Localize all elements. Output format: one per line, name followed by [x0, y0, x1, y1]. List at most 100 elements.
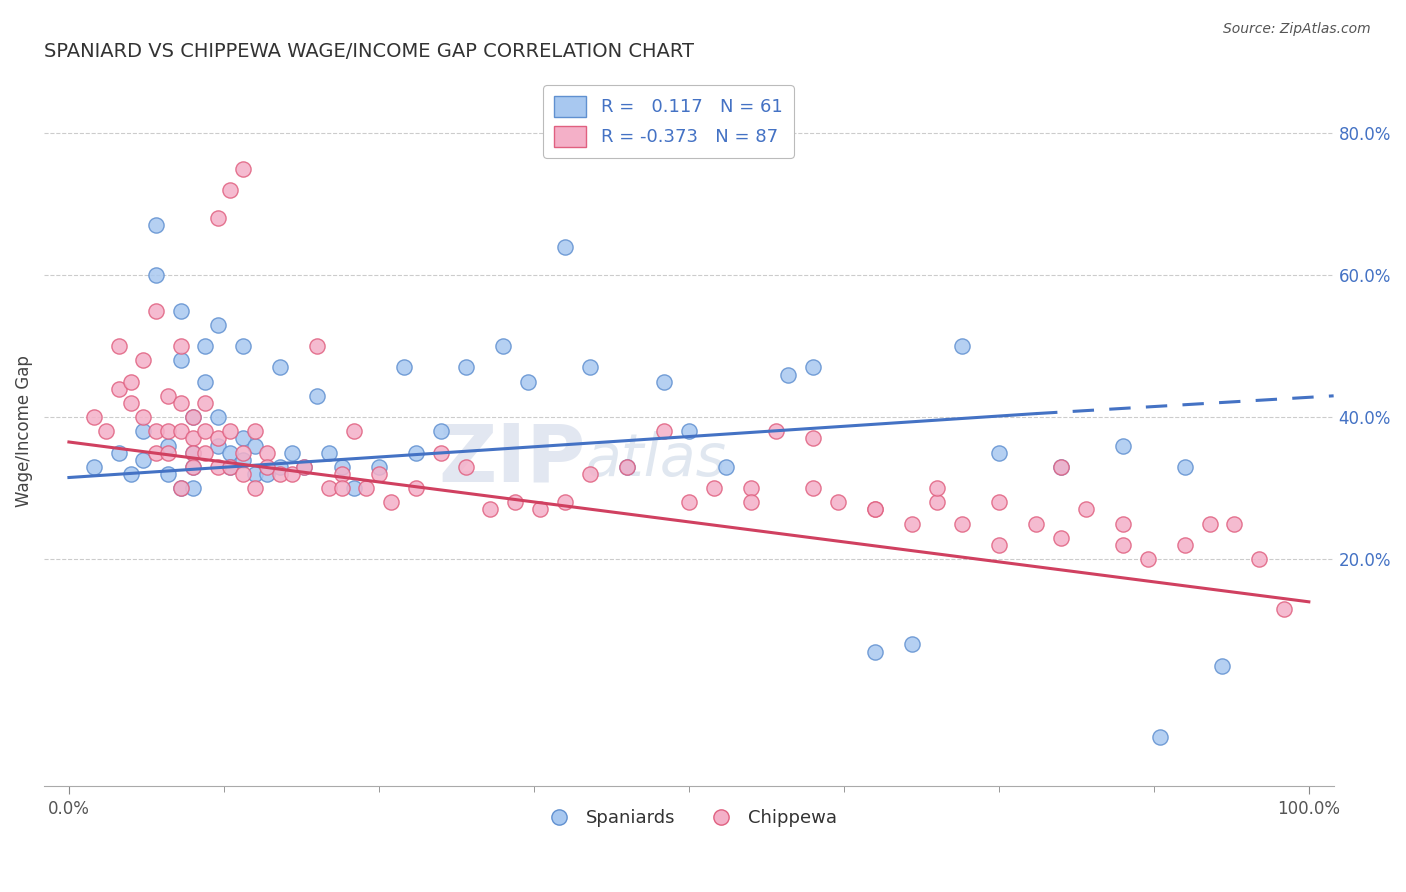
Legend: Spaniards, Chippewa: Spaniards, Chippewa — [534, 802, 844, 834]
Point — [207, 410, 229, 425]
Point — [120, 375, 142, 389]
Point — [181, 410, 204, 425]
Point — [1174, 459, 1197, 474]
Point — [343, 481, 366, 495]
Point — [294, 459, 316, 474]
Point — [281, 467, 304, 481]
Point — [430, 445, 453, 459]
Point — [1249, 552, 1271, 566]
Point — [294, 459, 316, 474]
Point — [194, 339, 217, 353]
Point — [145, 425, 167, 439]
Point — [950, 339, 973, 353]
Point — [330, 481, 353, 495]
Point — [194, 375, 217, 389]
Point — [231, 339, 253, 353]
Point — [987, 538, 1010, 552]
Point — [578, 467, 600, 481]
Point — [194, 396, 217, 410]
Point — [231, 452, 253, 467]
Point — [801, 360, 824, 375]
Point — [454, 459, 477, 474]
Point — [405, 481, 427, 495]
Text: ZIP: ZIP — [439, 421, 586, 499]
Point — [380, 495, 402, 509]
Point — [219, 183, 242, 197]
Point — [863, 502, 886, 516]
Point — [207, 432, 229, 446]
Point — [169, 425, 191, 439]
Point — [529, 502, 551, 516]
Point — [256, 459, 278, 474]
Point — [157, 445, 180, 459]
Point — [157, 438, 180, 452]
Point — [392, 360, 415, 375]
Point — [269, 360, 291, 375]
Point — [1074, 502, 1097, 516]
Point — [765, 425, 787, 439]
Point — [678, 495, 700, 509]
Point — [479, 502, 502, 516]
Point — [901, 637, 924, 651]
Point — [1272, 602, 1295, 616]
Point — [169, 396, 191, 410]
Point — [219, 459, 242, 474]
Point — [554, 240, 576, 254]
Point — [925, 481, 948, 495]
Point — [950, 516, 973, 531]
Point — [169, 481, 191, 495]
Point — [145, 303, 167, 318]
Point — [181, 445, 204, 459]
Point — [181, 459, 204, 474]
Point — [987, 445, 1010, 459]
Point — [219, 425, 242, 439]
Point — [305, 389, 328, 403]
Point — [703, 481, 725, 495]
Point — [801, 432, 824, 446]
Point — [207, 459, 229, 474]
Point — [83, 459, 105, 474]
Point — [578, 360, 600, 375]
Point — [430, 425, 453, 439]
Point — [269, 459, 291, 474]
Point — [231, 467, 253, 481]
Point — [269, 467, 291, 481]
Point — [863, 502, 886, 516]
Point — [256, 467, 278, 481]
Point — [1198, 516, 1220, 531]
Point — [356, 481, 378, 495]
Y-axis label: Wage/Income Gap: Wage/Income Gap — [15, 355, 32, 508]
Point — [616, 459, 638, 474]
Text: Source: ZipAtlas.com: Source: ZipAtlas.com — [1223, 22, 1371, 37]
Point — [194, 425, 217, 439]
Point — [169, 339, 191, 353]
Point — [157, 389, 180, 403]
Point — [231, 161, 253, 176]
Point — [181, 410, 204, 425]
Point — [330, 459, 353, 474]
Point — [492, 339, 515, 353]
Point — [405, 445, 427, 459]
Point — [1025, 516, 1047, 531]
Point — [801, 481, 824, 495]
Point — [194, 445, 217, 459]
Point — [987, 495, 1010, 509]
Point — [901, 516, 924, 531]
Point — [343, 425, 366, 439]
Point — [281, 445, 304, 459]
Point — [1149, 730, 1171, 744]
Point — [516, 375, 538, 389]
Point — [1174, 538, 1197, 552]
Point — [454, 360, 477, 375]
Point — [652, 375, 675, 389]
Point — [367, 459, 389, 474]
Point — [132, 353, 155, 368]
Point — [330, 467, 353, 481]
Point — [157, 425, 180, 439]
Point — [107, 445, 129, 459]
Point — [1211, 658, 1233, 673]
Point — [169, 353, 191, 368]
Point — [145, 219, 167, 233]
Point — [616, 459, 638, 474]
Point — [863, 644, 886, 658]
